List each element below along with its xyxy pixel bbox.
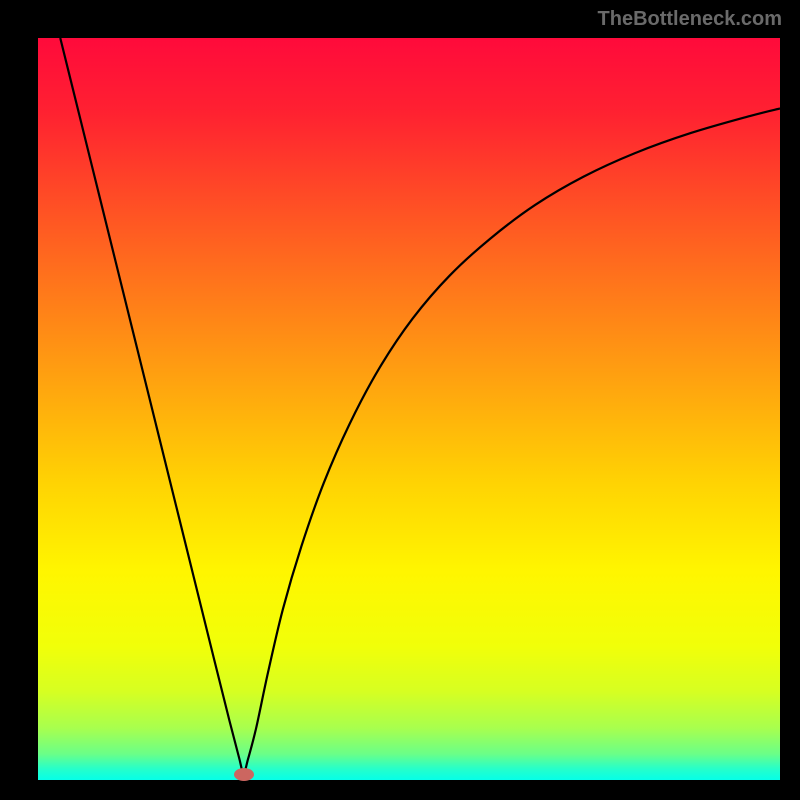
bottleneck-chart	[38, 38, 780, 780]
optimal-point-marker	[234, 768, 254, 781]
watermark-text: TheBottleneck.com	[598, 8, 782, 31]
bottleneck-curve	[38, 38, 780, 780]
